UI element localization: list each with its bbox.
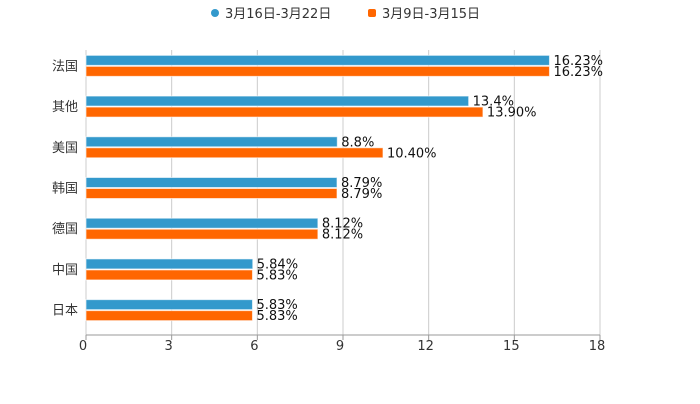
- data-label: 10.40%: [387, 146, 437, 161]
- data-label: 5.83%: [256, 268, 297, 283]
- bar-1: [85, 217, 319, 229]
- legend-marker-series-2: [368, 9, 376, 17]
- bar-1: [85, 299, 253, 311]
- x-tick-label: 12: [417, 339, 434, 354]
- y-category-label: 法国: [52, 59, 78, 74]
- bar-1: [85, 177, 338, 188]
- data-label: 8.8%: [341, 135, 374, 150]
- data-label: 16.23%: [553, 54, 603, 69]
- x-tick-label: 15: [503, 339, 520, 354]
- data-label: 5.83%: [256, 309, 297, 324]
- x-tick-label: 9: [336, 339, 344, 354]
- data-label: 8.12%: [322, 228, 363, 243]
- data-label: 13.90%: [487, 106, 537, 121]
- y-category-label: 中国: [52, 263, 78, 278]
- x-tick-label: 3: [165, 339, 173, 354]
- bar-1: [85, 136, 338, 148]
- data-label: 16.23%: [553, 65, 603, 80]
- data-label: 13.4%: [473, 95, 514, 110]
- legend: 3月16日-3月22日 3月9日-3月15日: [211, 7, 480, 22]
- bar-2: [85, 269, 253, 281]
- x-tick-label: 18: [589, 339, 606, 354]
- data-label: 8.79%: [341, 187, 382, 202]
- x-tick-label: 6: [250, 339, 258, 354]
- y-category-label: 韩国: [52, 182, 78, 197]
- legend-marker-series-1: [211, 9, 219, 17]
- bar-2: [85, 228, 319, 240]
- y-category-label: 美国: [52, 141, 78, 156]
- bar-1: [85, 54, 550, 66]
- y-category-label: 日本: [52, 304, 78, 319]
- bar-2: [85, 147, 384, 159]
- data-label: 8.12%: [322, 217, 363, 232]
- y-category-label: 其他: [52, 100, 78, 115]
- y-category-label: 德国: [52, 222, 78, 237]
- data-label: 5.83%: [256, 298, 297, 313]
- bar-2: [85, 65, 550, 77]
- bar-2: [85, 310, 253, 322]
- x-tick-label: 0: [79, 339, 87, 354]
- bar-1: [85, 258, 254, 270]
- data-label: 8.79%: [341, 176, 382, 191]
- bar-1: [85, 95, 470, 107]
- bar-2: [85, 106, 484, 118]
- bar-2: [85, 188, 338, 199]
- legend-label-series-1[interactable]: 3月16日-3月22日: [225, 7, 331, 22]
- data-label: 5.84%: [257, 257, 298, 272]
- legend-label-series-2[interactable]: 3月9日-3月15日: [382, 7, 480, 22]
